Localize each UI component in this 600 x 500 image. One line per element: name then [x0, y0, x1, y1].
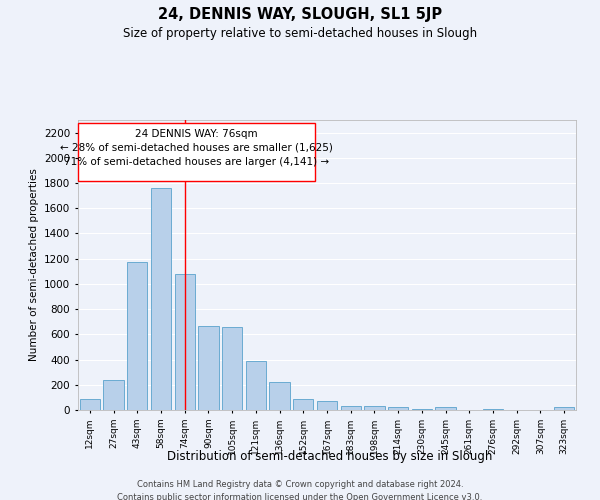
Bar — [80, 398, 100, 410]
Y-axis label: Number of semi-detached properties: Number of semi-detached properties — [29, 168, 38, 362]
Bar — [364, 406, 385, 410]
Bar — [103, 380, 124, 410]
Text: Contains HM Land Registry data © Crown copyright and database right 2024.: Contains HM Land Registry data © Crown c… — [137, 480, 463, 489]
Text: 24, DENNIS WAY, SLOUGH, SL1 5JP: 24, DENNIS WAY, SLOUGH, SL1 5JP — [158, 8, 442, 22]
Text: 71% of semi-detached houses are larger (4,141) →: 71% of semi-detached houses are larger (… — [64, 156, 329, 166]
Bar — [175, 274, 195, 410]
Bar — [199, 326, 218, 410]
Bar — [293, 400, 313, 410]
Bar — [317, 401, 337, 410]
Text: Size of property relative to semi-detached houses in Slough: Size of property relative to semi-detach… — [123, 28, 477, 40]
Bar — [151, 188, 171, 410]
Text: ← 28% of semi-detached houses are smaller (1,625): ← 28% of semi-detached houses are smalle… — [60, 142, 333, 152]
Bar — [269, 382, 290, 410]
Bar — [436, 408, 455, 410]
Bar — [388, 408, 408, 410]
Text: Contains public sector information licensed under the Open Government Licence v3: Contains public sector information licen… — [118, 492, 482, 500]
Bar — [127, 262, 148, 410]
Bar — [554, 408, 574, 410]
Bar — [341, 406, 361, 410]
Bar — [222, 327, 242, 410]
Text: 24 DENNIS WAY: 76sqm: 24 DENNIS WAY: 76sqm — [135, 129, 258, 139]
Text: Distribution of semi-detached houses by size in Slough: Distribution of semi-detached houses by … — [167, 450, 493, 463]
Bar — [246, 361, 266, 410]
FancyBboxPatch shape — [78, 122, 315, 180]
Bar — [412, 408, 432, 410]
